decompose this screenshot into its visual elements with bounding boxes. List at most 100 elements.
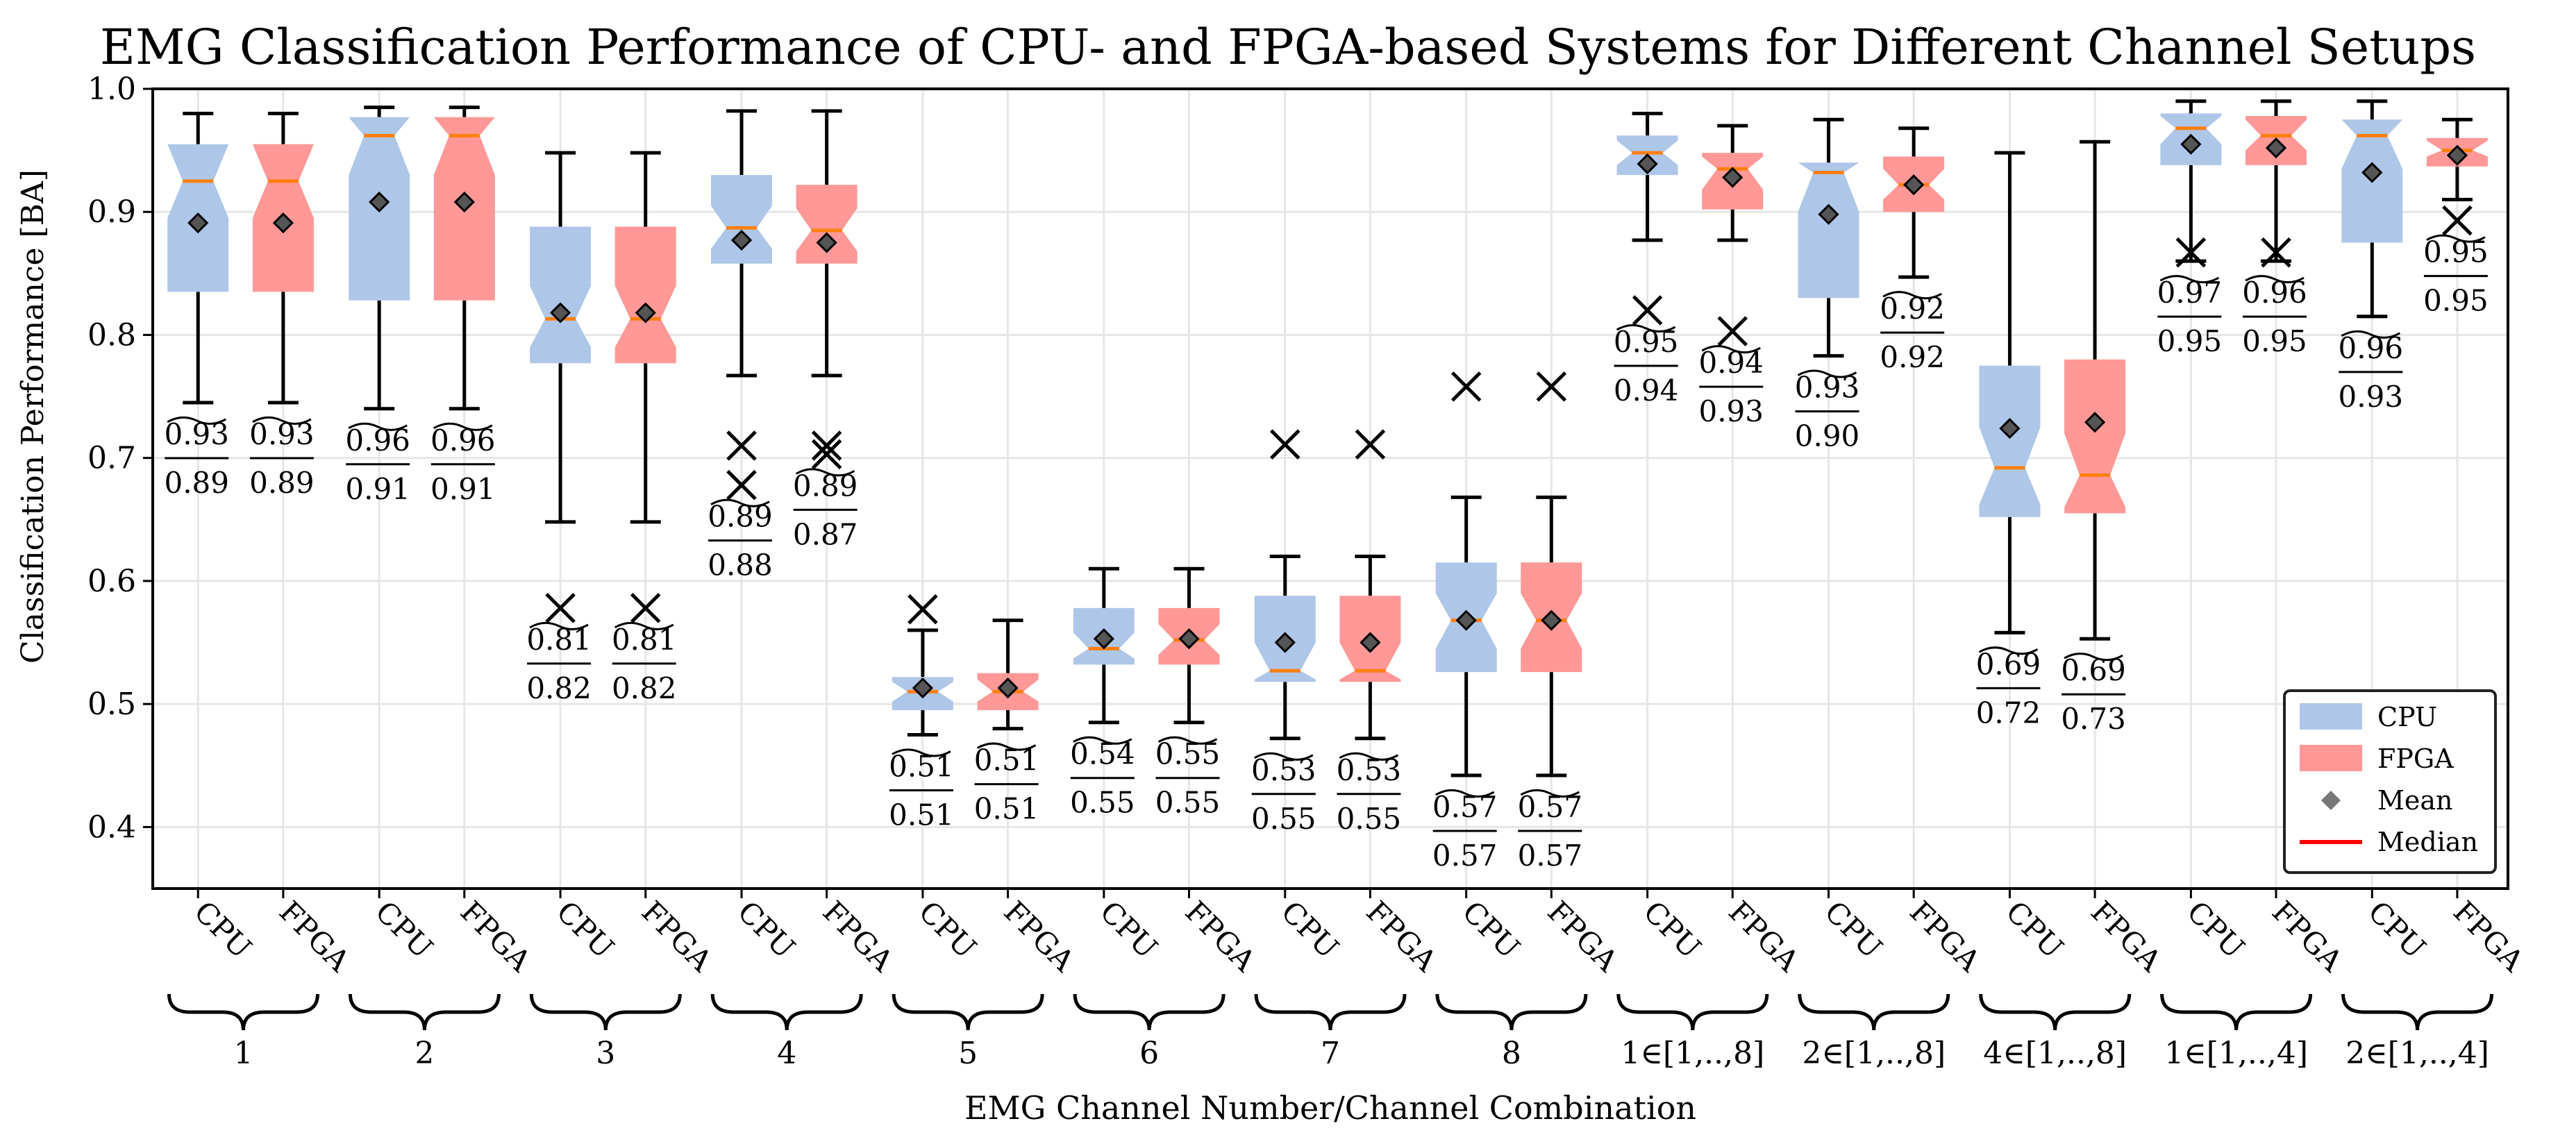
legend: CPU FPGA Mean Median bbox=[2283, 689, 2497, 874]
median-tilde bbox=[2426, 234, 2486, 243]
plot-area: 0.93 0.89 0.93 0.89 0.96 0.91 0.96 0.91 0.81 0.82… bbox=[164, 99, 2489, 873]
median-tilde bbox=[1157, 736, 1218, 745]
mean-marker bbox=[272, 212, 294, 234]
median-value-label: 0.89 bbox=[708, 500, 773, 534]
group-label: 5 bbox=[958, 1036, 978, 1071]
group-brace bbox=[1435, 993, 1588, 1031]
mean-marker bbox=[2446, 144, 2468, 166]
group-brace bbox=[1798, 993, 1950, 1031]
mean-value-label: 0.93 bbox=[1698, 394, 1764, 428]
group-brace bbox=[1616, 993, 1769, 1031]
y-tick-label: 1.0 bbox=[87, 72, 136, 107]
outlier-marker bbox=[545, 593, 576, 623]
group-brace bbox=[529, 993, 682, 1031]
group-label: 2 bbox=[415, 1036, 434, 1071]
mean-value-label: 0.95 bbox=[2157, 324, 2223, 358]
x-tick-label: CPU bbox=[550, 894, 621, 965]
mean-value-label: 0.55 bbox=[1337, 802, 1402, 836]
chart-title: EMG Classification Performance of CPU- a… bbox=[100, 19, 2476, 76]
mean-value-label: 0.91 bbox=[345, 472, 410, 506]
median-tilde bbox=[348, 422, 408, 431]
median-value-label: 0.57 bbox=[1518, 790, 1583, 824]
median-value-label: 0.93 bbox=[164, 417, 229, 451]
group-label: 7 bbox=[1321, 1036, 1340, 1071]
x-tick-label: CPU bbox=[2361, 894, 2432, 965]
x-tick-label: CPU bbox=[1275, 894, 1346, 965]
mean-marker bbox=[730, 229, 753, 251]
x-tick-label: FPGA bbox=[1178, 894, 1262, 978]
mean-value-label: 0.90 bbox=[1795, 419, 1860, 453]
median-tilde bbox=[1520, 789, 1580, 798]
x-tick-label: CPU bbox=[1818, 894, 1889, 965]
x-tick-label: FPGA bbox=[1360, 894, 1444, 978]
median-tilde bbox=[2341, 330, 2401, 339]
box-cpu bbox=[711, 175, 772, 264]
box-fpga bbox=[2064, 359, 2126, 514]
legend-label-mean: Mean bbox=[2377, 785, 2453, 816]
mean-marker bbox=[1455, 609, 1477, 631]
median-value-label: 0.94 bbox=[1698, 346, 1764, 380]
grid bbox=[153, 87, 2508, 889]
outlier-marker bbox=[1536, 371, 1567, 402]
x-tick-label: FPGA bbox=[2266, 894, 2350, 978]
mean-marker bbox=[453, 191, 475, 213]
group-label: 4 bbox=[777, 1036, 796, 1071]
legend-swatch-mean bbox=[2321, 791, 2341, 810]
median-tilde bbox=[710, 498, 770, 507]
median-tilde bbox=[167, 416, 226, 425]
mean-marker bbox=[997, 677, 1019, 699]
x-tick-label: FPGA bbox=[817, 894, 901, 978]
legend-box bbox=[2283, 689, 2497, 874]
mean-marker bbox=[187, 212, 209, 234]
mean-marker bbox=[912, 677, 934, 699]
median-tilde bbox=[433, 422, 493, 431]
group-label: 2∈[1,..,8] bbox=[1802, 1036, 1946, 1071]
median-value-label: 0.81 bbox=[612, 623, 677, 657]
x-tick-label: CPU bbox=[731, 894, 802, 965]
x-tick-label: FPGA bbox=[635, 894, 719, 978]
median-value-label: 0.54 bbox=[1070, 737, 1135, 771]
median-tilde bbox=[2159, 275, 2220, 284]
median-tilde bbox=[1435, 789, 1495, 798]
outlier-marker bbox=[2442, 205, 2473, 236]
mean-value-label: 0.55 bbox=[1155, 786, 1221, 820]
x-tick-label: FPGA bbox=[2084, 894, 2168, 978]
median-value-label: 0.97 bbox=[2157, 276, 2223, 310]
group-label: 2∈[1,..,4] bbox=[2345, 1036, 2489, 1071]
mean-value-label: 0.95 bbox=[2423, 284, 2489, 318]
outlier-marker bbox=[726, 469, 757, 500]
mean-marker bbox=[1637, 153, 1658, 175]
outlier-marker bbox=[811, 430, 842, 461]
mean-value-label: 0.51 bbox=[974, 792, 1039, 826]
outlier-marker bbox=[1450, 371, 1482, 402]
median-value-label: 0.69 bbox=[1976, 647, 2041, 681]
mean-value-label: 0.89 bbox=[249, 466, 315, 500]
box-cpu bbox=[530, 226, 592, 364]
x-tick-label: FPGA bbox=[1903, 894, 1987, 978]
mean-marker bbox=[1178, 628, 1200, 650]
group-label: 1 bbox=[233, 1036, 253, 1071]
mean-value-label: 0.95 bbox=[2242, 324, 2307, 358]
outlier-marker bbox=[1717, 316, 1748, 346]
group-label: 6 bbox=[1139, 1036, 1159, 1071]
median-value-label: 0.57 bbox=[1432, 790, 1498, 824]
legend-label-cpu: CPU bbox=[2377, 702, 2437, 732]
median-tilde bbox=[529, 621, 589, 630]
y-tick-label: 0.9 bbox=[87, 194, 136, 230]
x-tick-label: FPGA bbox=[2447, 894, 2531, 978]
median-tilde bbox=[252, 416, 312, 425]
x-tick-label: CPU bbox=[1094, 894, 1164, 965]
mean-marker bbox=[1360, 632, 1381, 653]
y-tick-label: 0.6 bbox=[87, 564, 136, 599]
mean-value-label: 0.93 bbox=[2339, 380, 2404, 414]
median-tilde bbox=[1254, 752, 1314, 761]
x-tick-label: CPU bbox=[1637, 894, 1708, 965]
mean-value-label: 0.57 bbox=[1432, 839, 1498, 873]
x-tick-label: CPU bbox=[1456, 894, 1527, 965]
y-tick-label: 0.8 bbox=[87, 317, 136, 353]
x-axis-label: EMG Channel Number/Channel Combination bbox=[964, 1089, 1696, 1127]
mean-value-label: 0.57 bbox=[1518, 839, 1583, 873]
median-tilde bbox=[1616, 324, 1676, 333]
y-axis-label: Classification Performance [BA] bbox=[15, 169, 51, 664]
